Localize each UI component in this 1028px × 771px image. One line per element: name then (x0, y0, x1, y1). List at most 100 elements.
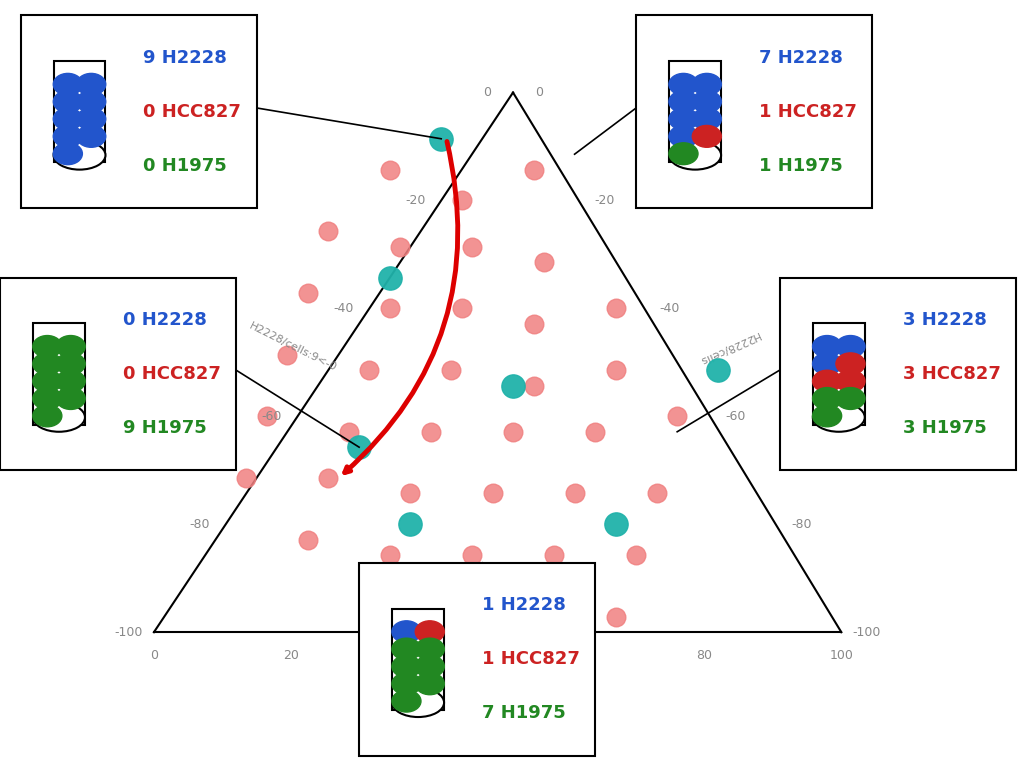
Circle shape (53, 108, 82, 130)
Point (628, 549, 645, 561)
Text: 1 HCC827: 1 HCC827 (482, 650, 580, 668)
Ellipse shape (392, 689, 444, 717)
Point (453, 194, 470, 207)
Text: -100: -100 (114, 626, 143, 638)
Circle shape (77, 108, 106, 130)
Point (320, 225, 336, 237)
Text: 0 H1975: 0 H1975 (143, 157, 227, 175)
Point (340, 426, 357, 438)
FancyBboxPatch shape (392, 608, 444, 710)
Text: 0: 0 (483, 86, 491, 99)
Point (381, 549, 398, 561)
Circle shape (836, 370, 865, 392)
Point (443, 364, 460, 376)
Text: 0 HCC827: 0 HCC827 (122, 365, 221, 383)
Point (299, 534, 316, 546)
Circle shape (33, 370, 62, 392)
Point (402, 518, 418, 530)
Text: 0 HCC827: 0 HCC827 (143, 103, 242, 121)
Text: 100: 100 (830, 649, 853, 662)
Text: -40: -40 (660, 302, 681, 315)
Circle shape (33, 353, 62, 375)
Point (392, 241, 408, 253)
Point (710, 364, 727, 376)
Point (464, 549, 480, 561)
Point (525, 318, 542, 330)
Circle shape (692, 126, 722, 147)
Point (402, 487, 418, 500)
Ellipse shape (813, 402, 865, 432)
Text: 3 HCC827: 3 HCC827 (903, 365, 1000, 383)
FancyBboxPatch shape (53, 61, 106, 163)
Circle shape (836, 353, 865, 375)
Circle shape (812, 335, 842, 358)
Point (546, 549, 562, 561)
FancyBboxPatch shape (359, 563, 595, 756)
Circle shape (33, 335, 62, 358)
Point (608, 364, 624, 376)
Text: 1 H1975: 1 H1975 (759, 157, 843, 175)
Circle shape (669, 91, 698, 113)
Point (525, 163, 542, 176)
Circle shape (77, 91, 106, 113)
Text: -60: -60 (262, 410, 282, 423)
Text: -60: -60 (726, 410, 746, 423)
Circle shape (57, 370, 85, 392)
Circle shape (392, 621, 421, 643)
Circle shape (57, 388, 85, 409)
Point (464, 241, 480, 253)
Text: -40: -40 (333, 302, 354, 315)
Text: -100: -100 (853, 626, 881, 638)
Circle shape (415, 621, 444, 643)
Circle shape (812, 405, 842, 427)
Point (299, 287, 316, 299)
Point (279, 348, 295, 361)
Point (536, 256, 552, 268)
Text: 1 HCC827: 1 HCC827 (759, 103, 856, 121)
FancyBboxPatch shape (669, 61, 721, 163)
Point (669, 410, 686, 423)
Text: 3 H1975: 3 H1975 (903, 419, 986, 437)
Circle shape (53, 73, 82, 96)
Circle shape (836, 388, 865, 409)
Point (381, 163, 398, 176)
Circle shape (692, 91, 722, 113)
Text: 1 H2228: 1 H2228 (482, 596, 565, 614)
Circle shape (669, 108, 698, 130)
Ellipse shape (33, 402, 85, 432)
Point (320, 472, 336, 484)
Point (423, 426, 439, 438)
Point (608, 611, 624, 623)
Circle shape (53, 143, 82, 165)
Circle shape (57, 353, 85, 375)
Text: -20: -20 (594, 194, 615, 207)
Text: -80: -80 (792, 518, 811, 530)
Circle shape (57, 335, 85, 358)
Point (525, 379, 542, 392)
FancyBboxPatch shape (21, 15, 257, 208)
Text: 7 H1975: 7 H1975 (482, 704, 565, 722)
Circle shape (392, 638, 421, 660)
Point (566, 487, 583, 500)
Text: 0: 0 (535, 86, 543, 99)
Circle shape (812, 388, 842, 409)
Circle shape (392, 690, 421, 712)
Point (443, 611, 460, 623)
Text: 3 H2228: 3 H2228 (903, 311, 987, 329)
FancyBboxPatch shape (813, 323, 865, 425)
Circle shape (812, 353, 842, 375)
Circle shape (692, 108, 722, 130)
Text: H2228/cells:9<-0: H2228/cells:9<-0 (247, 321, 338, 373)
Point (649, 487, 665, 500)
Circle shape (415, 638, 444, 660)
Text: 9 H1975: 9 H1975 (122, 419, 207, 437)
Point (587, 426, 603, 438)
Circle shape (392, 655, 421, 678)
FancyBboxPatch shape (780, 278, 1016, 470)
Point (238, 472, 255, 484)
Circle shape (415, 655, 444, 678)
Text: -80: -80 (190, 518, 211, 530)
Point (361, 364, 377, 376)
Text: 20: 20 (284, 649, 299, 662)
Circle shape (33, 388, 62, 409)
